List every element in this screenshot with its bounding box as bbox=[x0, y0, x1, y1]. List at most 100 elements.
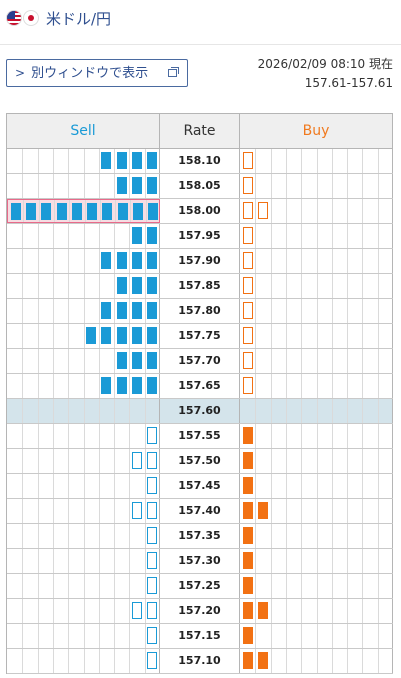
sell-volume-cell bbox=[7, 349, 160, 373]
buy-volume-bar bbox=[257, 602, 268, 619]
table-row: 157.65 bbox=[7, 374, 393, 399]
buy-volume-cell bbox=[240, 249, 393, 273]
sell-volume-bar bbox=[116, 152, 127, 169]
buy-column-header: Buy bbox=[240, 114, 393, 148]
sell-volume-bar bbox=[86, 327, 97, 344]
buy-volume-cell bbox=[240, 524, 393, 548]
rate-cell: 157.30 bbox=[160, 549, 240, 573]
rate-cell: 157.35 bbox=[160, 524, 240, 548]
buy-volume-cell bbox=[240, 449, 393, 473]
sell-volume-bar bbox=[132, 352, 143, 369]
table-row: 158.05 bbox=[7, 174, 393, 199]
sell-volume-bar bbox=[147, 352, 158, 369]
sell-volume-cell bbox=[7, 199, 160, 223]
buy-volume-cell bbox=[240, 174, 393, 198]
table-row: 157.20 bbox=[7, 599, 393, 624]
table-row: 157.40 bbox=[7, 499, 393, 524]
sell-volume-bar bbox=[147, 252, 158, 269]
buy-volume-cell bbox=[240, 474, 393, 498]
sell-volume-cell bbox=[7, 249, 160, 273]
buy-volume-bar bbox=[242, 252, 253, 269]
header: 米ドル/円 bbox=[0, 0, 401, 40]
rate-cell: 157.55 bbox=[160, 424, 240, 448]
sell-volume-cell bbox=[7, 374, 160, 398]
sell-volume-bar bbox=[101, 377, 112, 394]
table-row: 157.80 bbox=[7, 299, 393, 324]
sell-volume-bar bbox=[116, 302, 127, 319]
sell-volume-cell bbox=[7, 549, 160, 573]
buy-volume-bar bbox=[242, 602, 253, 619]
buy-volume-bar bbox=[257, 202, 268, 219]
sell-volume-cell bbox=[7, 474, 160, 498]
open-new-window-button[interactable]: > 別ウィンドウで表示 bbox=[6, 59, 188, 87]
sell-volume-cell bbox=[7, 624, 160, 648]
buy-volume-cell bbox=[240, 574, 393, 598]
buy-volume-cell bbox=[240, 224, 393, 248]
sell-volume-bar bbox=[132, 177, 143, 194]
sell-volume-bar bbox=[132, 252, 143, 269]
table-row: 157.45 bbox=[7, 474, 393, 499]
sell-volume-bar bbox=[132, 152, 143, 169]
jp-flag-icon bbox=[23, 10, 39, 26]
sell-volume-cell bbox=[7, 649, 160, 673]
rate-cell: 157.40 bbox=[160, 499, 240, 523]
buy-volume-bar bbox=[242, 577, 253, 594]
buy-volume-bar bbox=[242, 477, 253, 494]
sell-volume-cell bbox=[7, 574, 160, 598]
sell-volume-cell bbox=[7, 174, 160, 198]
sell-volume-cell bbox=[7, 149, 160, 173]
sell-volume-bar bbox=[116, 352, 127, 369]
sell-volume-bar bbox=[147, 627, 158, 644]
sell-volume-bar bbox=[132, 302, 143, 319]
sell-volume-bar bbox=[147, 302, 158, 319]
sell-volume-cell bbox=[7, 324, 160, 348]
table-row: 157.60 bbox=[7, 399, 393, 424]
sell-volume-bar bbox=[147, 427, 158, 444]
sell-volume-cell bbox=[7, 399, 160, 423]
sell-volume-bar bbox=[116, 252, 127, 269]
rate-cell: 157.50 bbox=[160, 449, 240, 473]
rate-cell: 157.20 bbox=[160, 599, 240, 623]
rate-cell: 157.25 bbox=[160, 574, 240, 598]
sell-volume-bar bbox=[132, 327, 143, 344]
table-row: 157.10 bbox=[7, 649, 393, 674]
sell-volume-bar bbox=[101, 152, 112, 169]
sell-volume-bar bbox=[147, 652, 158, 669]
sell-volume-bar bbox=[116, 277, 127, 294]
sell-volume-bar bbox=[116, 327, 127, 344]
sell-volume-bar bbox=[25, 203, 36, 220]
sell-volume-bar bbox=[132, 602, 143, 619]
buy-volume-cell bbox=[240, 199, 393, 223]
sell-volume-bar bbox=[147, 177, 158, 194]
rate-column-header: Rate bbox=[160, 114, 240, 148]
buy-volume-bar bbox=[242, 377, 253, 394]
buy-volume-bar bbox=[242, 527, 253, 544]
sell-volume-bar bbox=[147, 527, 158, 544]
sell-volume-bar bbox=[102, 203, 113, 220]
sell-volume-bar bbox=[132, 452, 143, 469]
sell-volume-cell bbox=[7, 449, 160, 473]
sell-volume-cell bbox=[7, 224, 160, 248]
sell-volume-cell bbox=[7, 499, 160, 523]
buy-volume-cell bbox=[240, 274, 393, 298]
sell-volume-bar bbox=[147, 477, 158, 494]
buy-volume-bar bbox=[242, 327, 253, 344]
buy-volume-bar bbox=[242, 427, 253, 444]
rate-cell: 157.70 bbox=[160, 349, 240, 373]
buy-volume-cell bbox=[240, 649, 393, 673]
sell-volume-cell bbox=[7, 299, 160, 323]
sell-volume-bar bbox=[41, 203, 52, 220]
sell-volume-bar bbox=[101, 302, 112, 319]
table-row: 157.50 bbox=[7, 449, 393, 474]
table-row: 157.85 bbox=[7, 274, 393, 299]
buy-volume-bar bbox=[242, 227, 253, 244]
sell-volume-bar bbox=[132, 502, 143, 519]
table-row: 157.30 bbox=[7, 549, 393, 574]
sell-volume-bar bbox=[147, 577, 158, 594]
buy-volume-bar bbox=[242, 552, 253, 569]
buy-volume-cell bbox=[240, 374, 393, 398]
sell-volume-bar bbox=[116, 177, 127, 194]
chevron-right-icon: > bbox=[15, 66, 26, 80]
sell-volume-bar bbox=[116, 377, 127, 394]
rate-cell: 157.60 bbox=[160, 399, 240, 423]
